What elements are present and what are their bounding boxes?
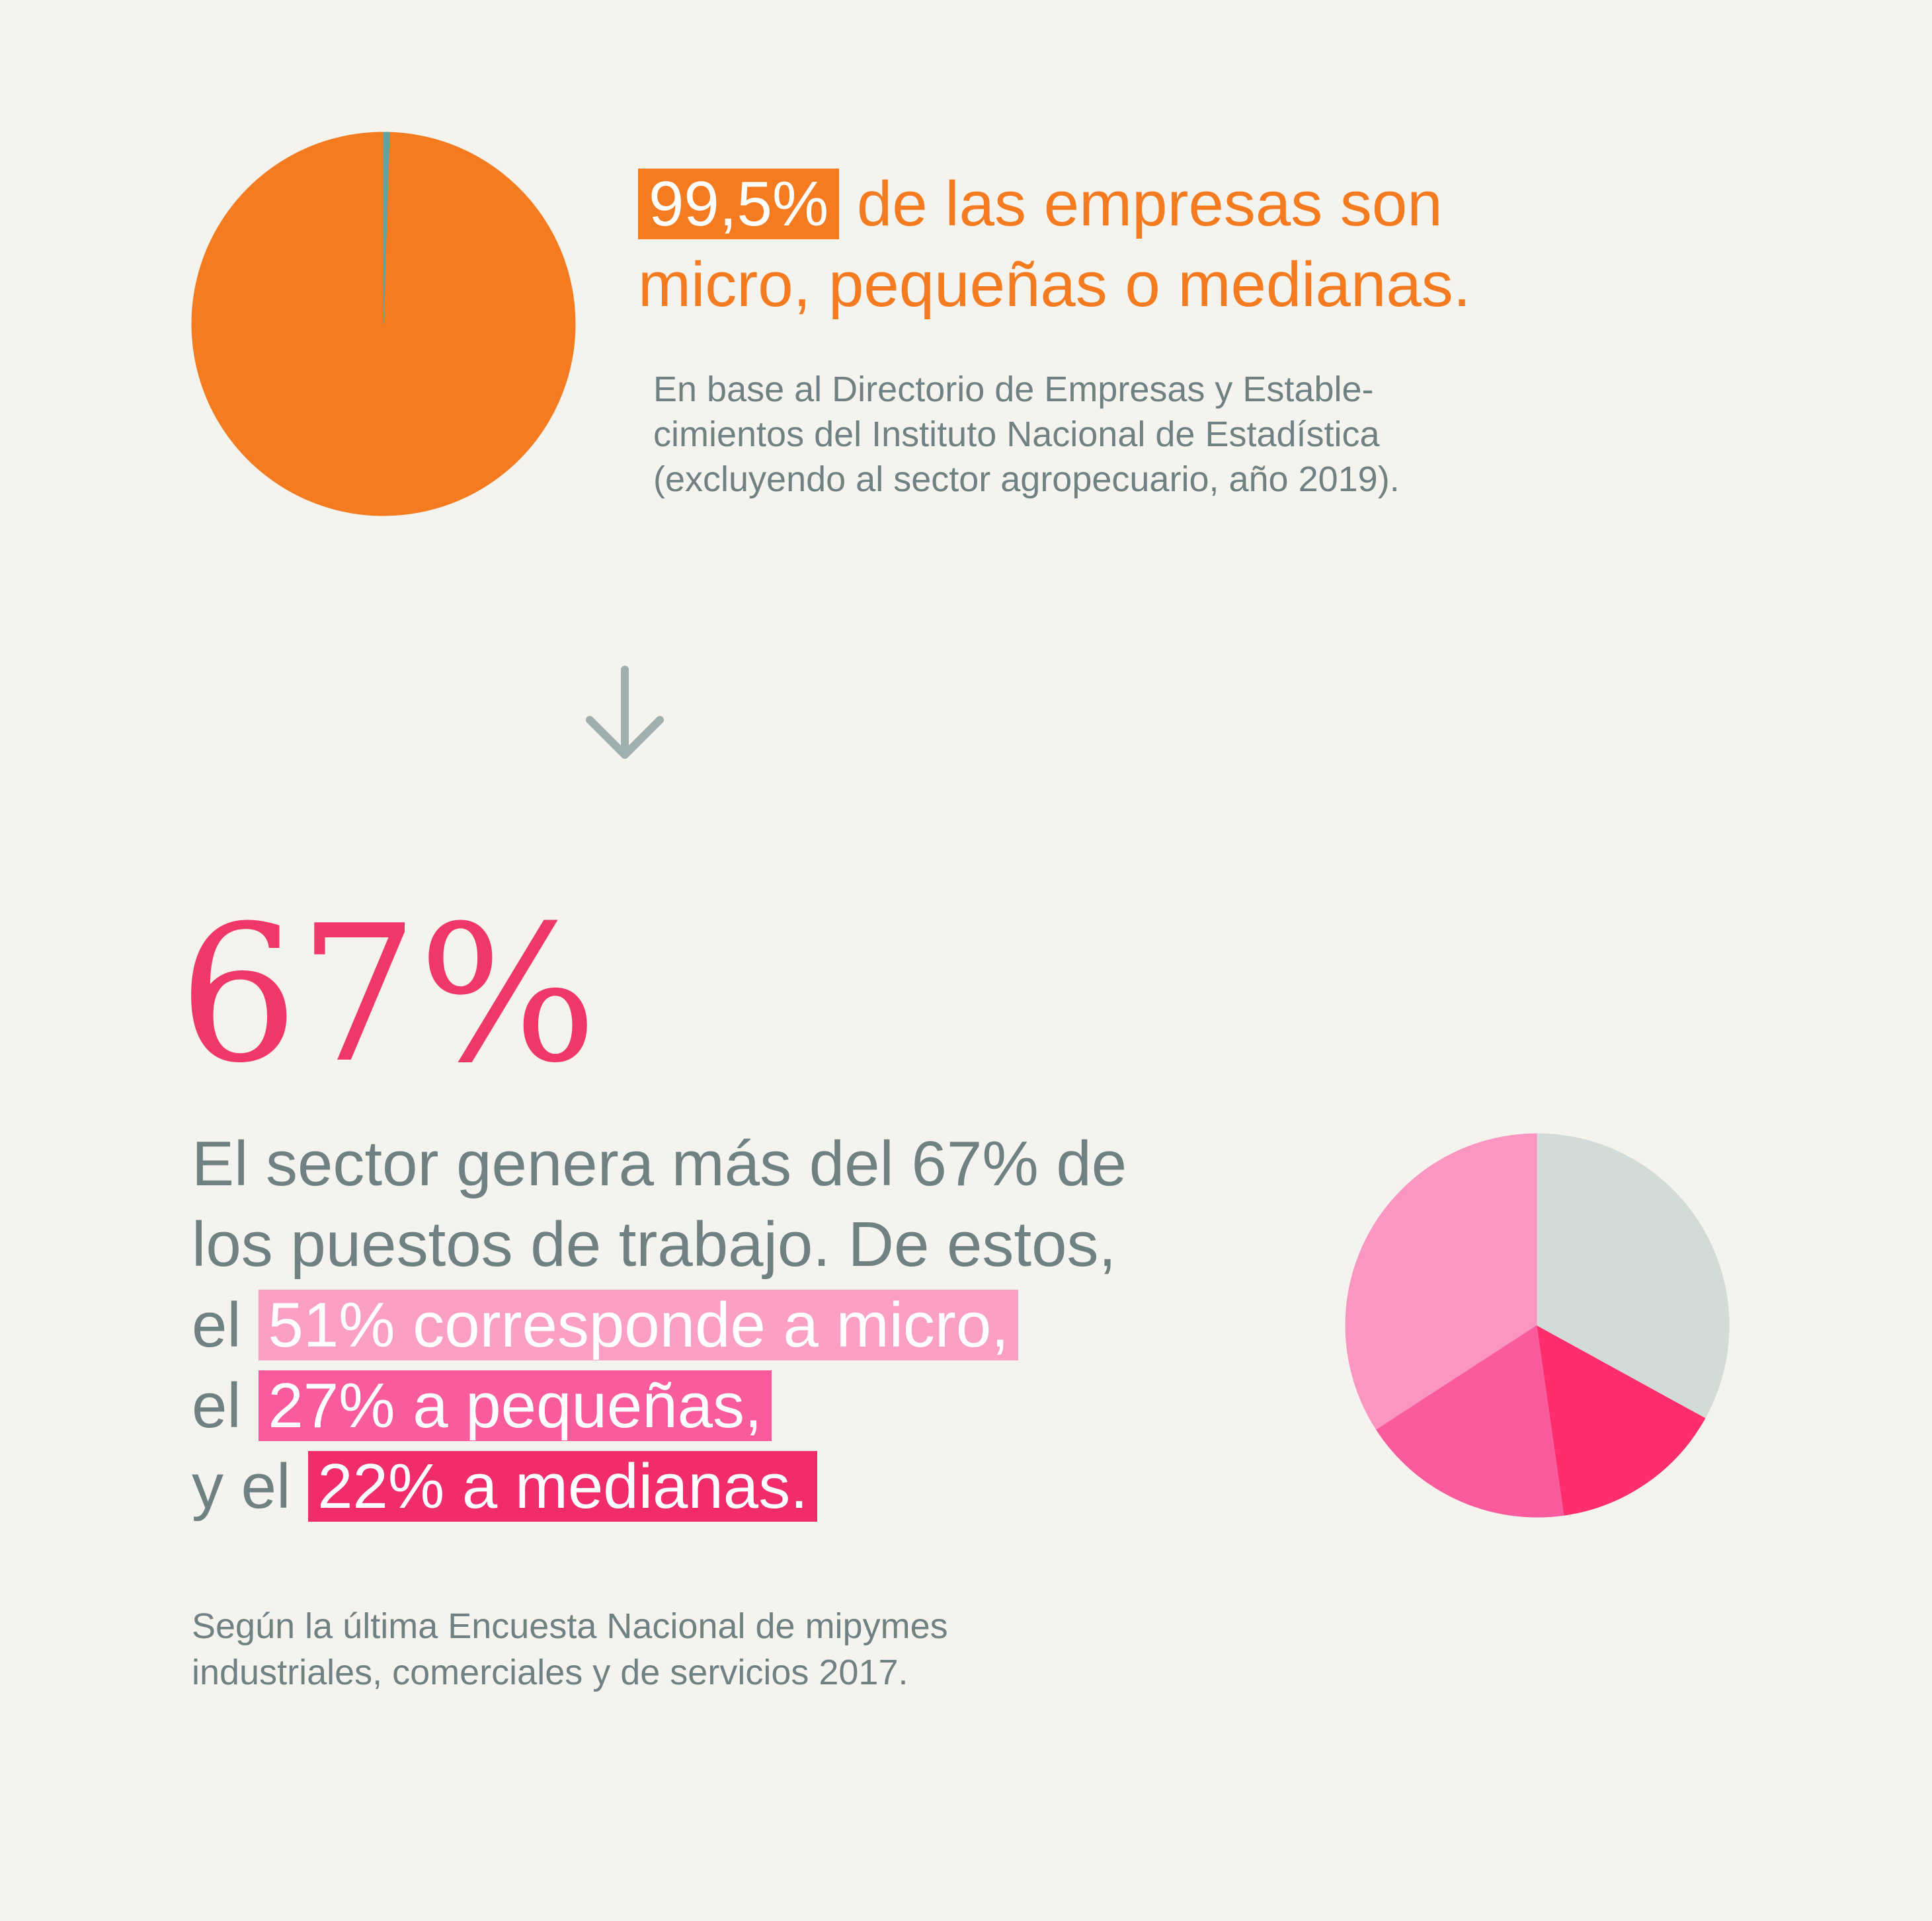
source1-line3: (excluyendo al sector agropecuario, año … xyxy=(653,459,1400,499)
employment-pie-slice-3 xyxy=(1537,1325,1706,1516)
employment-line5-prefix: y el xyxy=(192,1451,309,1522)
employment-line2: los puestos de trabajo. De estos, xyxy=(192,1209,1117,1280)
employment-line1: El sector genera más del 67% de xyxy=(192,1128,1127,1199)
employment-pie-slice-2 xyxy=(1376,1325,1565,1518)
source2-line1: Según la última Encuesta Nacional de mip… xyxy=(192,1606,948,1646)
arrow-down-icon xyxy=(586,666,664,759)
companies-pie-chart xyxy=(191,132,576,516)
companies-pie-slice-2 xyxy=(383,132,390,325)
headline-line2: micro, pequeñas o medianas. xyxy=(638,249,1471,320)
highlight-pequenas: 27% a pequeñas, xyxy=(259,1370,772,1441)
source-note-encuesta: Según la última Encuesta Nacional de mip… xyxy=(192,1603,1184,1696)
employment-text: El sector genera más del 67% de los pues… xyxy=(192,1124,1329,1527)
highlight-medianas: 22% a medianas. xyxy=(308,1451,817,1522)
employment-pie-slice-4 xyxy=(1537,1133,1730,1419)
big-percent-67: 67% xyxy=(179,885,598,1105)
source1-line2: cimientos del Instituto Nacional de Esta… xyxy=(653,414,1380,454)
headline-line1-rest: de las empresas son xyxy=(839,169,1443,239)
companies-headline: 99,5% de las empresas son micro, pequeña… xyxy=(638,164,1861,325)
source2-line2: industriales, comerciales y de servicios… xyxy=(192,1653,908,1692)
employment-line4-prefix: el xyxy=(192,1370,259,1441)
highlight-99-5-percent: 99,5% xyxy=(638,169,840,239)
highlight-micro: 51% corresponde a micro, xyxy=(259,1290,1018,1360)
employment-pie-slice-1 xyxy=(1345,1133,1538,1431)
source-note-directorio: En base al Directorio de Empresas y Esta… xyxy=(653,367,1645,502)
employment-pie-chart xyxy=(1345,1133,1730,1518)
employment-line3-prefix: el xyxy=(192,1290,259,1360)
source1-line1: En base al Directorio de Empresas y Esta… xyxy=(653,370,1374,409)
